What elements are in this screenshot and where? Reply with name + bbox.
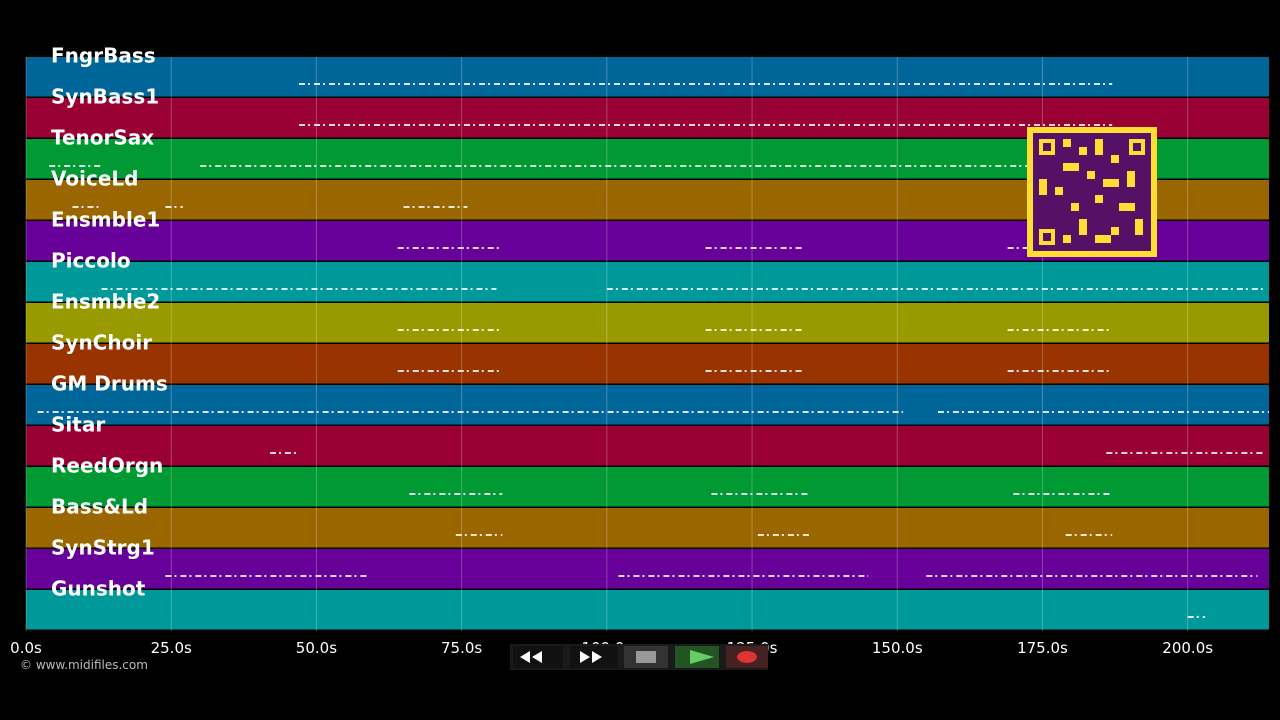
tick-label: 75.0s [441, 639, 482, 657]
tick-label: 200.0s [1162, 639, 1213, 657]
fast-forward-button[interactable] [570, 646, 618, 668]
tick-label: 150.0s [872, 639, 923, 657]
track-label: Ensmble1 [51, 208, 160, 232]
track-label: VoiceLd [51, 167, 138, 191]
record-button[interactable] [726, 646, 768, 668]
track-label: Gunshot [51, 577, 146, 601]
track-label: GM Drums [51, 372, 168, 396]
track-label: Bass&Ld [51, 495, 148, 519]
track-labels: FngrBass SynBass1 TenorSax VoiceLd Ensmble1 P… [51, 44, 168, 601]
track-band [26, 344, 1269, 384]
track-band [26, 57, 1269, 97]
track-band [26, 303, 1269, 343]
tick-label: 175.0s [1017, 639, 1068, 657]
track-label: ReedOrgn [51, 454, 163, 478]
track-band [26, 508, 1269, 548]
track-label: Ensmble2 [51, 290, 160, 314]
transport-controls [510, 644, 768, 670]
track-band [26, 549, 1269, 589]
track-band [26, 467, 1269, 507]
track-label: Sitar [51, 413, 105, 437]
track-label: SynChoir [51, 331, 152, 355]
qr-code [1027, 127, 1157, 257]
track-label: FngrBass [51, 44, 156, 68]
track-label: SynBass1 [51, 85, 159, 109]
stop-button[interactable] [624, 646, 668, 668]
track-band [26, 385, 1269, 425]
rewind-button[interactable] [513, 646, 563, 668]
track-label: SynStrg1 [51, 536, 155, 560]
copyright: © www.midifiles.com [20, 658, 148, 672]
track-band [26, 590, 1269, 630]
tick-label: 25.0s [151, 639, 192, 657]
tick-label: 50.0s [296, 639, 337, 657]
track-band [26, 262, 1269, 302]
track-label: TenorSax [51, 126, 154, 150]
track-label: Piccolo [51, 249, 131, 273]
tick-label: 0.0s [10, 639, 42, 657]
track-band [26, 426, 1269, 466]
play-button[interactable] [675, 646, 719, 668]
notes [37, 83, 1269, 618]
